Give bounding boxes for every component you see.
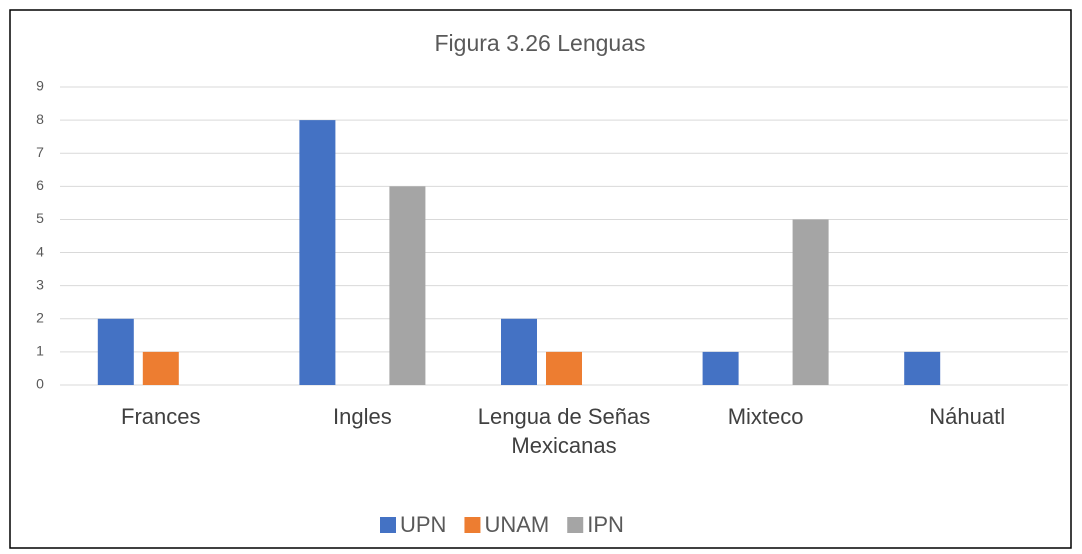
y-tick-label: 4	[36, 243, 44, 259]
legend-swatch	[464, 517, 481, 533]
bar	[702, 351, 739, 385]
y-tick-label: 9	[36, 78, 44, 94]
y-tick-label: 8	[36, 111, 44, 127]
bar	[546, 351, 582, 385]
legend-swatch	[567, 517, 584, 533]
x-tick-label: Náhuatl	[929, 404, 1006, 429]
y-tick-label: 1	[36, 343, 44, 359]
frame	[9, 9, 1072, 549]
legend-label: UNAM	[484, 512, 549, 537]
bar	[904, 351, 941, 385]
bar	[501, 318, 537, 385]
chart-title: Figura 3.26 Lenguas	[435, 30, 646, 56]
x-tick-label: Lengua de Señas Mexicanas	[477, 404, 651, 458]
bar	[142, 351, 179, 385]
bar	[97, 318, 134, 385]
x-tick-label: Ingles	[333, 404, 392, 429]
y-tick-label: 3	[36, 276, 44, 292]
bar	[389, 186, 426, 385]
x-tick-label: Frances	[121, 404, 201, 429]
bar	[299, 120, 336, 385]
bar	[792, 219, 829, 385]
y-tick-label: 7	[36, 144, 44, 160]
legend-swatch	[380, 517, 396, 533]
legend-label: IPN	[587, 512, 624, 537]
x-tick-label: Mixteco	[727, 404, 804, 429]
y-tick-label: 2	[36, 309, 44, 325]
legend-label: UPN	[400, 512, 446, 537]
y-tick-label: 0	[36, 376, 44, 392]
y-tick-label: 5	[36, 210, 44, 226]
y-tick-label: 6	[36, 177, 44, 193]
